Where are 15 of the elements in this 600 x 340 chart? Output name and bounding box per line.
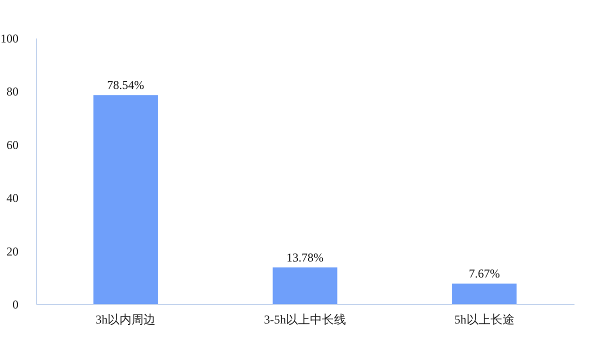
y-tick-label: 40 <box>6 191 18 206</box>
x-tick-label: 3-5h以上中长线 <box>264 312 346 326</box>
y-tick-label: 20 <box>6 244 18 258</box>
x-tick-label: 5h以上长途 <box>454 312 514 326</box>
y-tick-label: 0 <box>12 298 18 312</box>
y-tick-label: 80 <box>6 84 18 99</box>
y-tick-label: 100 <box>0 32 18 46</box>
y-tick-label: 60 <box>6 138 18 152</box>
bar <box>452 284 517 304</box>
data-label: 13.78% <box>286 250 324 264</box>
bar <box>272 267 338 304</box>
x-tick-label: 3h以内周边 <box>96 312 156 326</box>
data-label: 7.67% <box>468 266 500 281</box>
bar <box>93 95 158 304</box>
data-label: 78.54% <box>107 78 144 92</box>
